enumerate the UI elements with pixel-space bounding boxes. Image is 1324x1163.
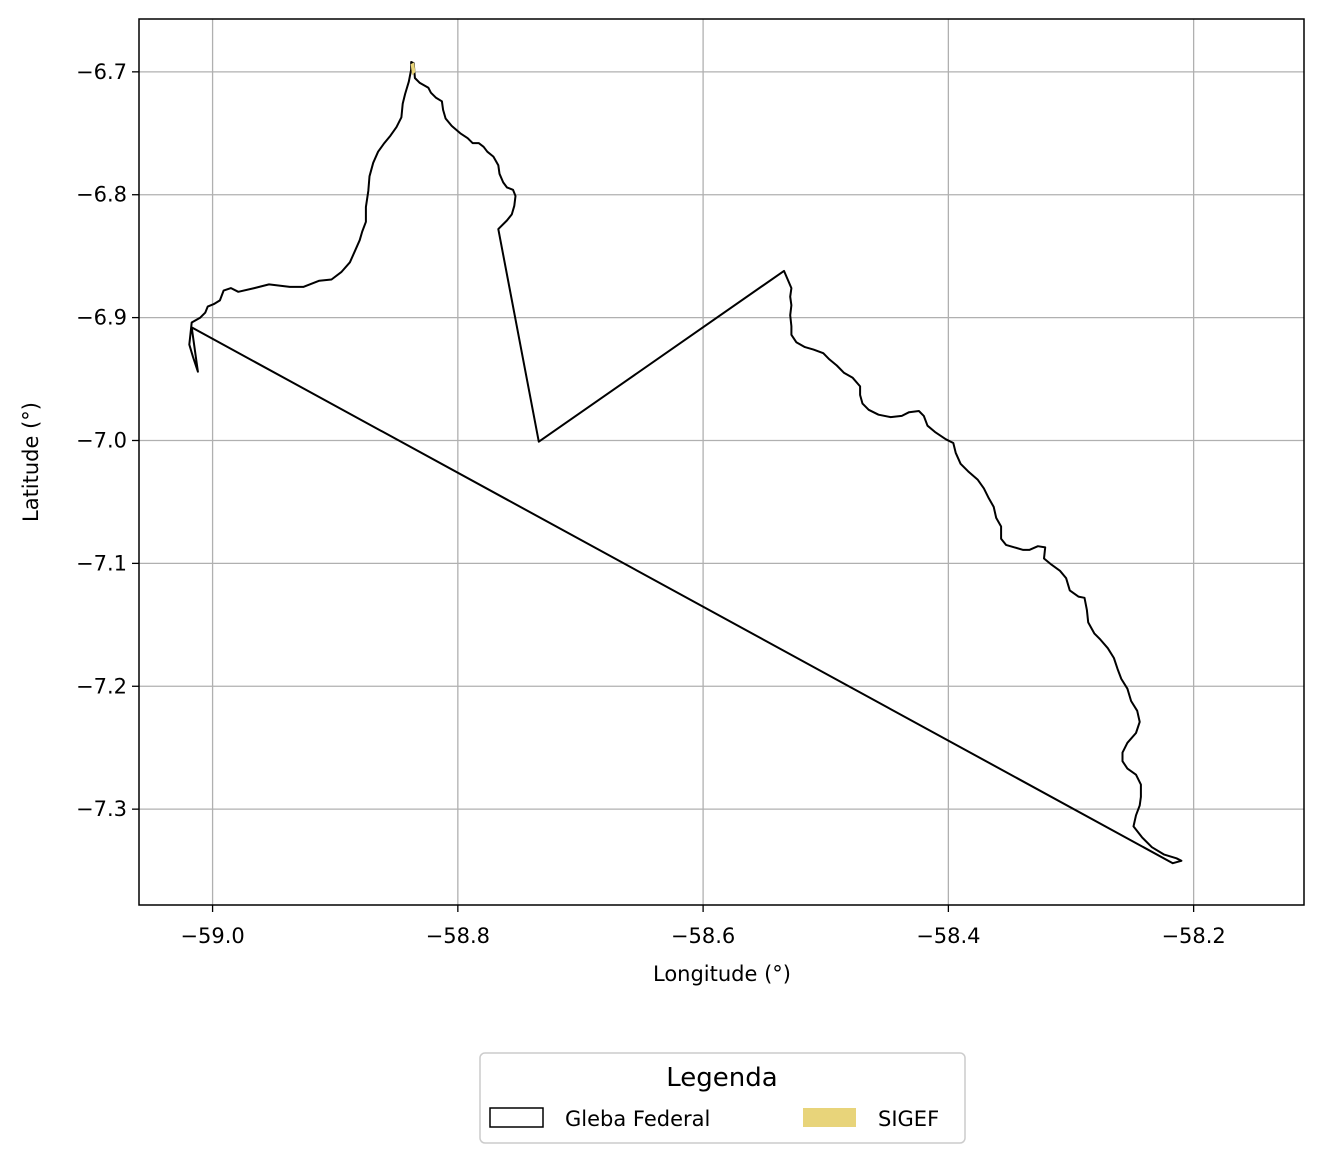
x-tick-label: −58.4 xyxy=(916,924,980,948)
axes-frame xyxy=(138,18,1305,906)
polygons xyxy=(188,61,1183,865)
legend-swatch-sigef xyxy=(803,1108,856,1127)
grid xyxy=(139,19,1304,905)
polygon-sigef xyxy=(410,62,416,76)
y-tick-label: −7.1 xyxy=(76,551,127,575)
y-tick-label: −6.7 xyxy=(76,60,127,84)
legend-label-gleba-federal: Gleba Federal xyxy=(565,1107,710,1131)
y-tick-label: −7.3 xyxy=(76,797,127,821)
y-tick-label: −7.2 xyxy=(76,674,127,698)
legend: Legenda Gleba Federal SIGEF xyxy=(479,1052,966,1144)
x-ticks: −59.0 −58.8 −58.6 −58.4 −58.2 xyxy=(180,905,1226,948)
x-tick-label: −58.2 xyxy=(1161,924,1225,948)
y-ticks: −6.7 −6.8 −6.9 −7.0 −7.1 −7.2 −7.3 xyxy=(76,60,139,821)
y-tick-label: −6.9 xyxy=(76,306,127,330)
x-tick-label: −58.6 xyxy=(671,924,735,948)
x-tick-label: −59.0 xyxy=(180,924,244,948)
y-tick-label: −6.8 xyxy=(76,183,127,207)
y-axis-label: Latitude (°) xyxy=(19,402,43,522)
x-axis-label: Longitude (°) xyxy=(653,962,791,986)
polygon-gleba-federal xyxy=(188,61,1183,865)
legend-title: Legenda xyxy=(666,1063,777,1093)
legend-swatch-gleba-federal xyxy=(489,1107,544,1128)
y-tick-label: −7.0 xyxy=(76,428,127,452)
x-tick-label: −58.8 xyxy=(426,924,490,948)
legend-label-sigef: SIGEF xyxy=(878,1107,939,1131)
